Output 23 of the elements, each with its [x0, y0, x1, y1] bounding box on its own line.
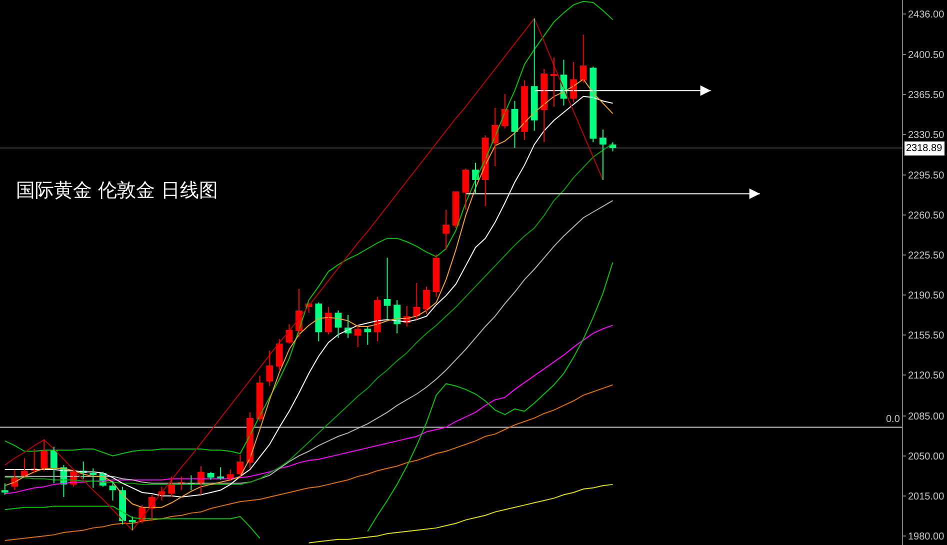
candlestick — [1, 482, 8, 496]
y-tick-label: 2260.50 — [908, 210, 945, 222]
y-tick-label: 2155.50 — [908, 330, 945, 342]
y-tick-label: 1980.00 — [908, 531, 945, 542]
annotation: 0.0 — [886, 414, 900, 425]
y-tick-label: 2225.50 — [908, 250, 945, 262]
y-tick-label: 2400.50 — [908, 50, 945, 62]
line-series — [308, 484, 614, 544]
line-series — [4, 384, 614, 542]
ref-line-label: 2318.89 — [906, 143, 943, 154]
y-tick-label: 2120.50 — [908, 370, 945, 382]
y-tick-label: 2330.50 — [908, 130, 945, 142]
y-tick-label: 2085.00 — [908, 411, 945, 422]
y-tick-label: 2190.50 — [908, 290, 945, 302]
candlestick — [442, 209, 450, 250]
y-tick-label: 2295.50 — [908, 170, 945, 182]
line-series — [4, 18, 604, 531]
y-tick-label: 2015.00 — [908, 491, 945, 502]
y-tick-label: 2436.00 — [908, 9, 945, 20]
y-tick-label: 2050.00 — [908, 451, 945, 462]
line-series — [4, 324, 614, 494]
y-tick-label: 2365.50 — [908, 90, 945, 102]
text: 国际黄金 伦敦金 日线图 — [16, 180, 218, 202]
